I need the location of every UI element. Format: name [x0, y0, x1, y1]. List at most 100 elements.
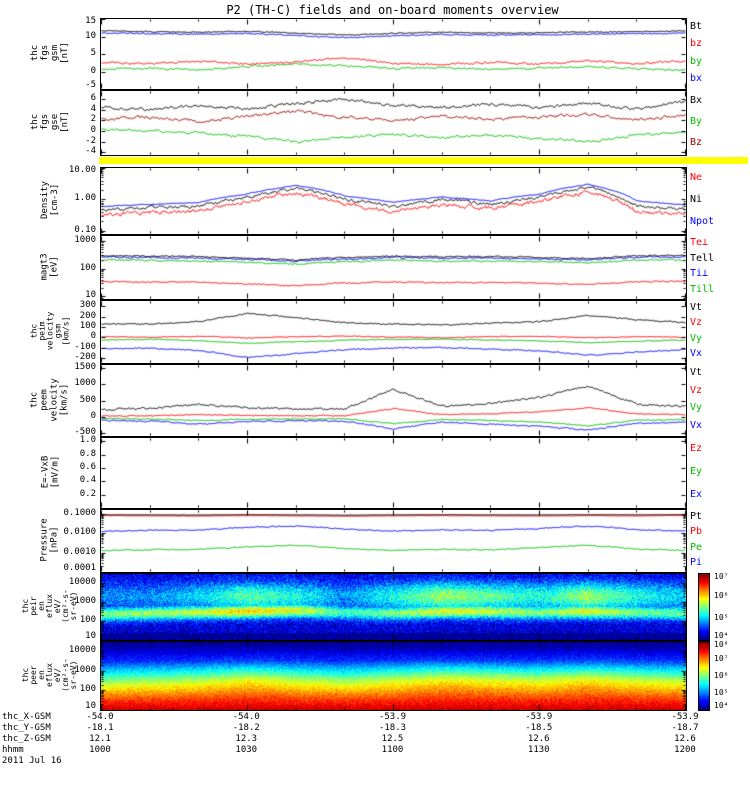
y-tick-label: 2 — [90, 114, 96, 125]
trace-label-ni: Ni — [690, 194, 703, 205]
y-tick-label: -500 — [74, 426, 96, 437]
y-tick-label: 1000 — [74, 234, 96, 245]
colorbar-tick-label: 10⁷ — [714, 654, 729, 663]
trace-label-te: Te⊥ — [690, 236, 709, 248]
y-tick-label: 0 — [90, 331, 96, 342]
trace-label-vy: Vy — [690, 332, 703, 344]
axis-value: 12.1 — [89, 734, 111, 744]
colorbar-tick-label: 10⁷ — [714, 572, 729, 581]
plot-area — [100, 167, 687, 235]
pressure-canvas — [101, 510, 686, 572]
panel-ylabel: Pressure [nPa] — [24, 509, 76, 571]
trace-labels: Vt Vz Vy Vx — [690, 300, 748, 362]
roi-indicator-bar — [99, 157, 748, 164]
y-tick-label: 10 — [85, 290, 96, 300]
panel-electron_eflux: thc peer en eflux eV/ (cm²-s- sr-eV) 1000… — [0, 640, 750, 711]
trace-label-bz: bz — [690, 38, 703, 50]
axis-value: 1200 — [674, 745, 696, 755]
chart-title: P2 (TH-C) fields and on-board moments ov… — [226, 3, 559, 17]
trace-label-bz: Bz — [690, 137, 703, 149]
colorbar-canvas — [699, 642, 709, 710]
y-tick-label: 300 — [79, 300, 96, 311]
axis-row-label: thc_Z-GSM — [2, 734, 51, 744]
axis-row-label: thc_X-GSM — [2, 712, 51, 722]
axis-value: 12.3 — [235, 734, 258, 744]
trace-label-bt: Bt — [690, 20, 703, 32]
trace-label-by: by — [690, 55, 703, 67]
y-tick-label: 1000 — [74, 596, 96, 607]
axis-value: -18.2 — [232, 723, 260, 733]
axis-value: -18.3 — [378, 723, 407, 733]
trace-label-ex: Ex — [690, 489, 703, 501]
y-tick-label: -200 — [74, 351, 96, 362]
y-tick-label: 0.10 — [74, 224, 96, 235]
axis-value: 12.6 — [527, 734, 550, 744]
trace-label-ez: Ez — [690, 442, 703, 454]
axis-row-label: thc_Y-GSM — [2, 723, 51, 733]
trace-labels: Bt bz by bx — [690, 18, 748, 88]
axis-value: -18.5 — [525, 723, 553, 733]
panel-efield: E=-VxB [mV/m] 1.0 0.8 0.6 0.4 0.2 Ez Ey Ex — [0, 435, 750, 509]
y-tick-label: 10.00 — [68, 165, 96, 175]
trace-labels: Pt Pb Pe Pi — [690, 509, 748, 571]
y-tick-label: -2 — [85, 135, 96, 146]
panel-peem_velocity: thc peem velocity [km/s] 1500 1000 500 0 -500… — [0, 362, 750, 437]
y-tick-label: 0.1000 — [63, 507, 96, 518]
y-tick-label: 100 — [79, 262, 96, 273]
fgs_gsm-canvas — [101, 19, 686, 89]
date-row: 2011 Jul 16 — [0, 756, 750, 767]
trace-label-vx: Vx — [690, 420, 703, 432]
date-label: 2011 Jul 16 — [2, 756, 62, 766]
axis-value: -18.7 — [671, 723, 699, 733]
axis-value: -54.0 — [232, 712, 260, 722]
axis-row-thc-z-gsm: thc_Z-GSM 12.1 12.3 12.5 12.6 12.6 — [0, 734, 750, 745]
panel-ion_eflux: thc peir en eflux eV/ (cm²-s- sr-eV) 1000… — [0, 572, 750, 641]
y-tick-label: -4 — [85, 146, 96, 156]
colorbar-tick-label: 10⁶ — [714, 591, 729, 600]
colorbar-tick-label: 10⁵ — [714, 688, 729, 697]
y-tick-label: 1000 — [74, 664, 96, 675]
trace-label-ne: Ne — [690, 172, 703, 183]
y-tick-label: 500 — [79, 394, 96, 405]
density-canvas — [101, 168, 686, 234]
trace-label-till: Till — [690, 284, 715, 296]
plot-area — [100, 235, 687, 300]
y-tick-label: -100 — [74, 341, 96, 352]
trace-label-vx: Vx — [690, 348, 703, 360]
plot-area — [100, 437, 687, 509]
y-tick-label: 10000 — [68, 645, 96, 656]
y-tick-label: 0.2 — [79, 488, 96, 499]
trace-labels: Ne Ni Npot — [690, 167, 748, 233]
axis-value: -53.9 — [378, 712, 407, 722]
y-tick-label: 100 — [79, 615, 96, 626]
trace-labels: Ez Ey Ex — [690, 437, 748, 507]
ion_eflux-canvas — [101, 574, 686, 640]
axis-row-thc-y-gsm: thc_Y-GSM -18.1 -18.2 -18.3 -18.5 -18.7 — [0, 723, 750, 734]
y-tick-label: 100 — [79, 684, 96, 695]
plot-area — [100, 18, 687, 90]
panel-density: Density [cm-3] 10.00 1.00 0.10 Ne Ni Npot — [0, 165, 750, 235]
panel-roi_bar — [0, 156, 750, 165]
y-tick-label: 1500 — [74, 362, 96, 373]
plot-area — [100, 509, 687, 573]
trace-label-bx: bx — [690, 73, 703, 85]
y-tick-label: 0.0001 — [63, 563, 96, 573]
y-tick-label: 10000 — [68, 577, 96, 588]
colorbar-tick-label: 10⁶ — [714, 671, 729, 680]
panel-fgs_gsm: thc fgs gsm [nT] 15 10 5 0 -5 Bt bz by bx — [0, 16, 750, 90]
plot-area — [100, 364, 687, 437]
electron_eflux-canvas — [101, 642, 686, 710]
trace-labels: Vt Vz Vy Vx — [690, 364, 748, 435]
y-tick-label: 0 — [90, 65, 96, 76]
y-tick-label: 1.00 — [74, 193, 96, 204]
y-tick-label: 0.6 — [79, 462, 96, 472]
y-tick-label: 10 — [85, 631, 96, 641]
colorbar-tick-label: 10⁸ — [714, 640, 729, 649]
colorbar — [698, 641, 710, 711]
colorbar-tick-label: 10⁴ — [714, 701, 729, 710]
axis-row-thc-x-gsm: thc_X-GSM -54.0 -54.0 -53.9 -53.9 -53.9 — [0, 712, 750, 723]
trace-label-ti: Ti⊥ — [690, 268, 709, 280]
axis-row-hhmm: hhmm 1000 1030 1100 1130 1200 — [0, 745, 750, 756]
trace-label-by: By — [690, 115, 703, 127]
y-tick-label: 0.0100 — [63, 527, 96, 538]
